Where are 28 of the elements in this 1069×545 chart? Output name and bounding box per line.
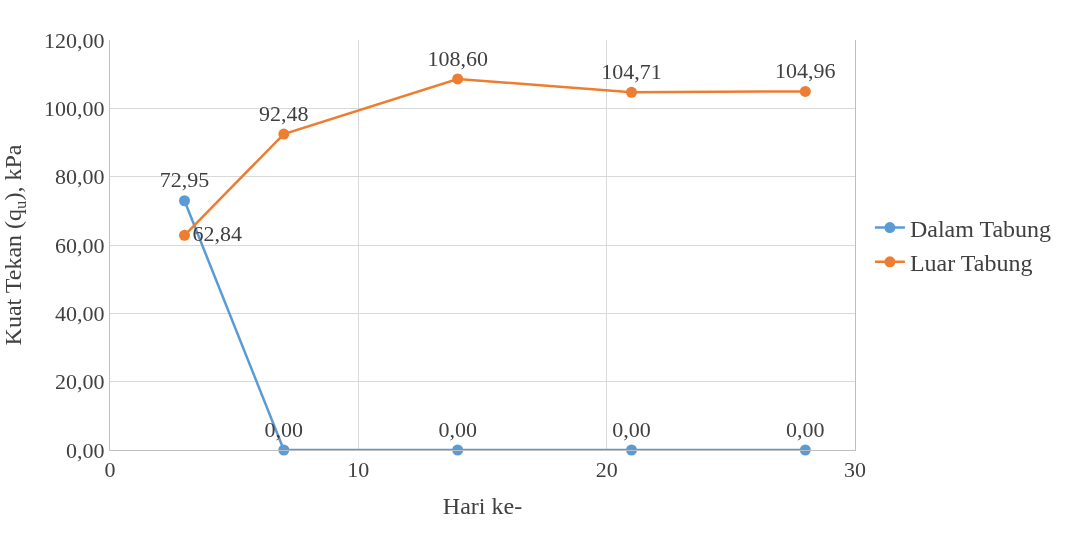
point xyxy=(278,128,290,140)
x-tick-label: 0 xyxy=(104,457,116,483)
y-tick-label: 40,00 xyxy=(55,301,105,327)
data-label: 104,71 xyxy=(601,58,662,84)
data-label: 0,00 xyxy=(786,416,825,442)
data-label: 92,48 xyxy=(259,100,309,126)
data-label: 0,00 xyxy=(438,416,477,442)
data-label: 108,60 xyxy=(427,45,488,71)
point xyxy=(179,195,190,207)
x-axis-title: Hari ke- xyxy=(442,492,523,519)
x-tick-label: 10 xyxy=(347,457,370,483)
y-tick-label: 20,00 xyxy=(55,369,105,395)
point xyxy=(179,229,190,241)
legend-label: Luar Tabung xyxy=(909,250,1033,277)
y-tick-label: 100,00 xyxy=(44,96,105,122)
y-tick-label: 120,00 xyxy=(44,27,105,53)
data-label: 0,00 xyxy=(612,416,651,442)
x-tick-label: 20 xyxy=(595,457,618,483)
legend-label: Dalam Tabung xyxy=(909,215,1052,242)
y-tick-label: 60,00 xyxy=(55,232,105,258)
x-tick-label: 30 xyxy=(844,457,866,483)
point xyxy=(799,85,811,97)
point xyxy=(452,73,464,85)
data-label: 72,95 xyxy=(159,167,210,193)
data-label: 104,96 xyxy=(775,58,836,84)
y-tick-label: 80,00 xyxy=(55,164,105,190)
y-tick-label: 0,00 xyxy=(66,437,105,463)
point xyxy=(626,86,637,98)
